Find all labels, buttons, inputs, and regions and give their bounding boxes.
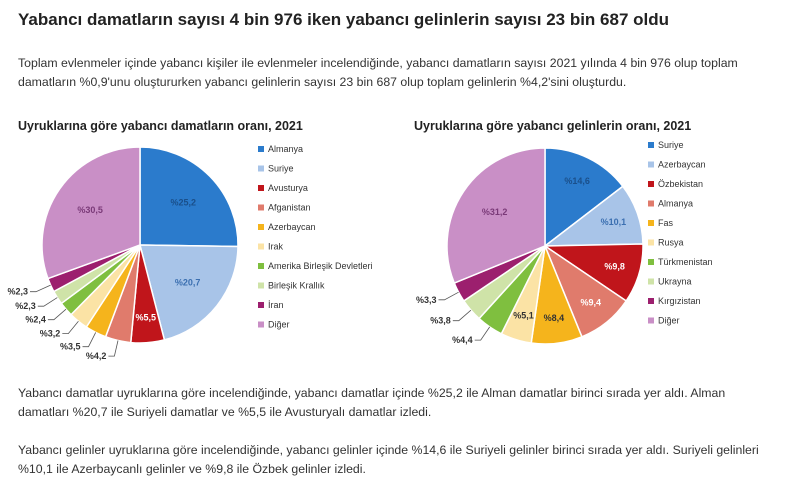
slice-label: %31,2 [482,207,508,217]
chart-title: Uyruklarına göre yabancı gelinlerin oran… [414,119,691,133]
slice-label: %14,6 [564,176,590,186]
pie-charts: Uyruklarına göre yabancı damatların oran… [7,119,713,361]
legend-swatch [648,142,654,148]
page-headline: Yabancı damatların sayısı 4 bin 976 iken… [18,10,670,29]
legend-label: Suriye [268,164,294,174]
legend-swatch [258,185,264,191]
legend-label: Diğer [658,316,680,326]
legend-swatch [648,181,654,187]
legend-swatch [258,243,264,250]
pie-slice [139,146,239,248]
slice-label: %3,5 [60,342,81,352]
slice-label: %4,2 [86,351,107,361]
intro-paragraph: Toplam evlenmeler içinde yabancı kişiler… [18,56,738,89]
slice-label: %2,3 [7,287,28,297]
slice-label: %5,5 [135,312,156,322]
slice-label: %5,1 [513,310,534,320]
leader-line [30,284,51,293]
leader-line [108,340,119,357]
legend-label: Kırgızistan [658,296,701,306]
slice-label: %2,3 [15,301,36,311]
pie-chart-1: Uyruklarına göre yabancı damatların oran… [7,119,372,361]
legend-swatch [648,239,654,246]
legend-label: Azerbaycan [658,160,706,170]
leader-line [452,309,472,322]
grooms-paragraph: Yabancı damatlar uyruklarına göre incele… [18,386,726,419]
slice-label: %9,8 [604,262,625,272]
slice-label: %20,7 [175,278,201,288]
legend-label: Irak [268,242,284,252]
pie-slice [544,147,624,248]
legend-swatch [648,161,654,168]
legend-swatch [648,200,654,207]
brides-paragraph: Yabancı gelinler uyruklarına göre incele… [18,443,759,476]
legend-swatch [648,278,654,285]
leader-line [82,332,97,348]
slice-label: %3,2 [40,329,61,339]
legend-label: Almanya [268,144,303,154]
legend-swatch [648,298,654,304]
legend-label: Ukrayna [658,277,692,287]
legend-label: Afganistan [268,203,311,213]
legend-swatch [258,321,264,328]
leader-line [438,291,459,301]
slice-label: %30,5 [77,205,103,215]
legend-swatch [258,224,264,230]
leader-line [47,308,67,321]
leader-line [474,326,491,341]
slice-label: %3,3 [416,295,437,305]
legend-label: İran [268,300,284,310]
legend-label: Türkmenistan [658,257,713,267]
slice-label: %4,4 [452,335,473,345]
pie-slice [446,147,546,285]
legend-label: Almanya [658,199,693,209]
legend-swatch [648,317,654,324]
legend-label: Azerbaycan [268,222,316,232]
leader-line [62,320,79,335]
legend-swatch [258,282,264,289]
chart-title: Uyruklarına göre yabancı damatların oran… [18,119,303,133]
legend-swatch [258,263,264,269]
slice-label: %9,4 [580,297,601,307]
legend-label: Özbekistan [658,179,703,189]
legend-label: Rusya [658,238,684,248]
legend-swatch [648,220,654,226]
legend-label: Fas [658,218,674,228]
legend-swatch [258,165,264,172]
legend-label: Suriye [658,140,684,150]
pie-chart-2: Uyruklarına göre yabancı gelinlerin oran… [414,119,713,345]
legend-swatch [648,259,654,265]
slice-label: %8,4 [544,313,565,323]
slice-label: %10,1 [601,217,627,227]
slice-label: %25,2 [171,197,197,207]
legend-label: Birleşik Krallık [268,281,325,291]
slice-label: %3,8 [430,316,451,326]
legend-label: Avusturya [268,183,308,193]
legend-swatch [258,302,264,308]
pie-slice [41,146,141,280]
legend-label: Diğer [268,320,290,330]
legend-swatch [258,146,264,152]
legend-swatch [258,204,264,211]
legend-label: Amerika Birleşik Devletleri [268,261,373,271]
slice-label: %2,4 [25,315,46,325]
pie-slice [139,244,239,341]
leader-line [37,297,58,307]
